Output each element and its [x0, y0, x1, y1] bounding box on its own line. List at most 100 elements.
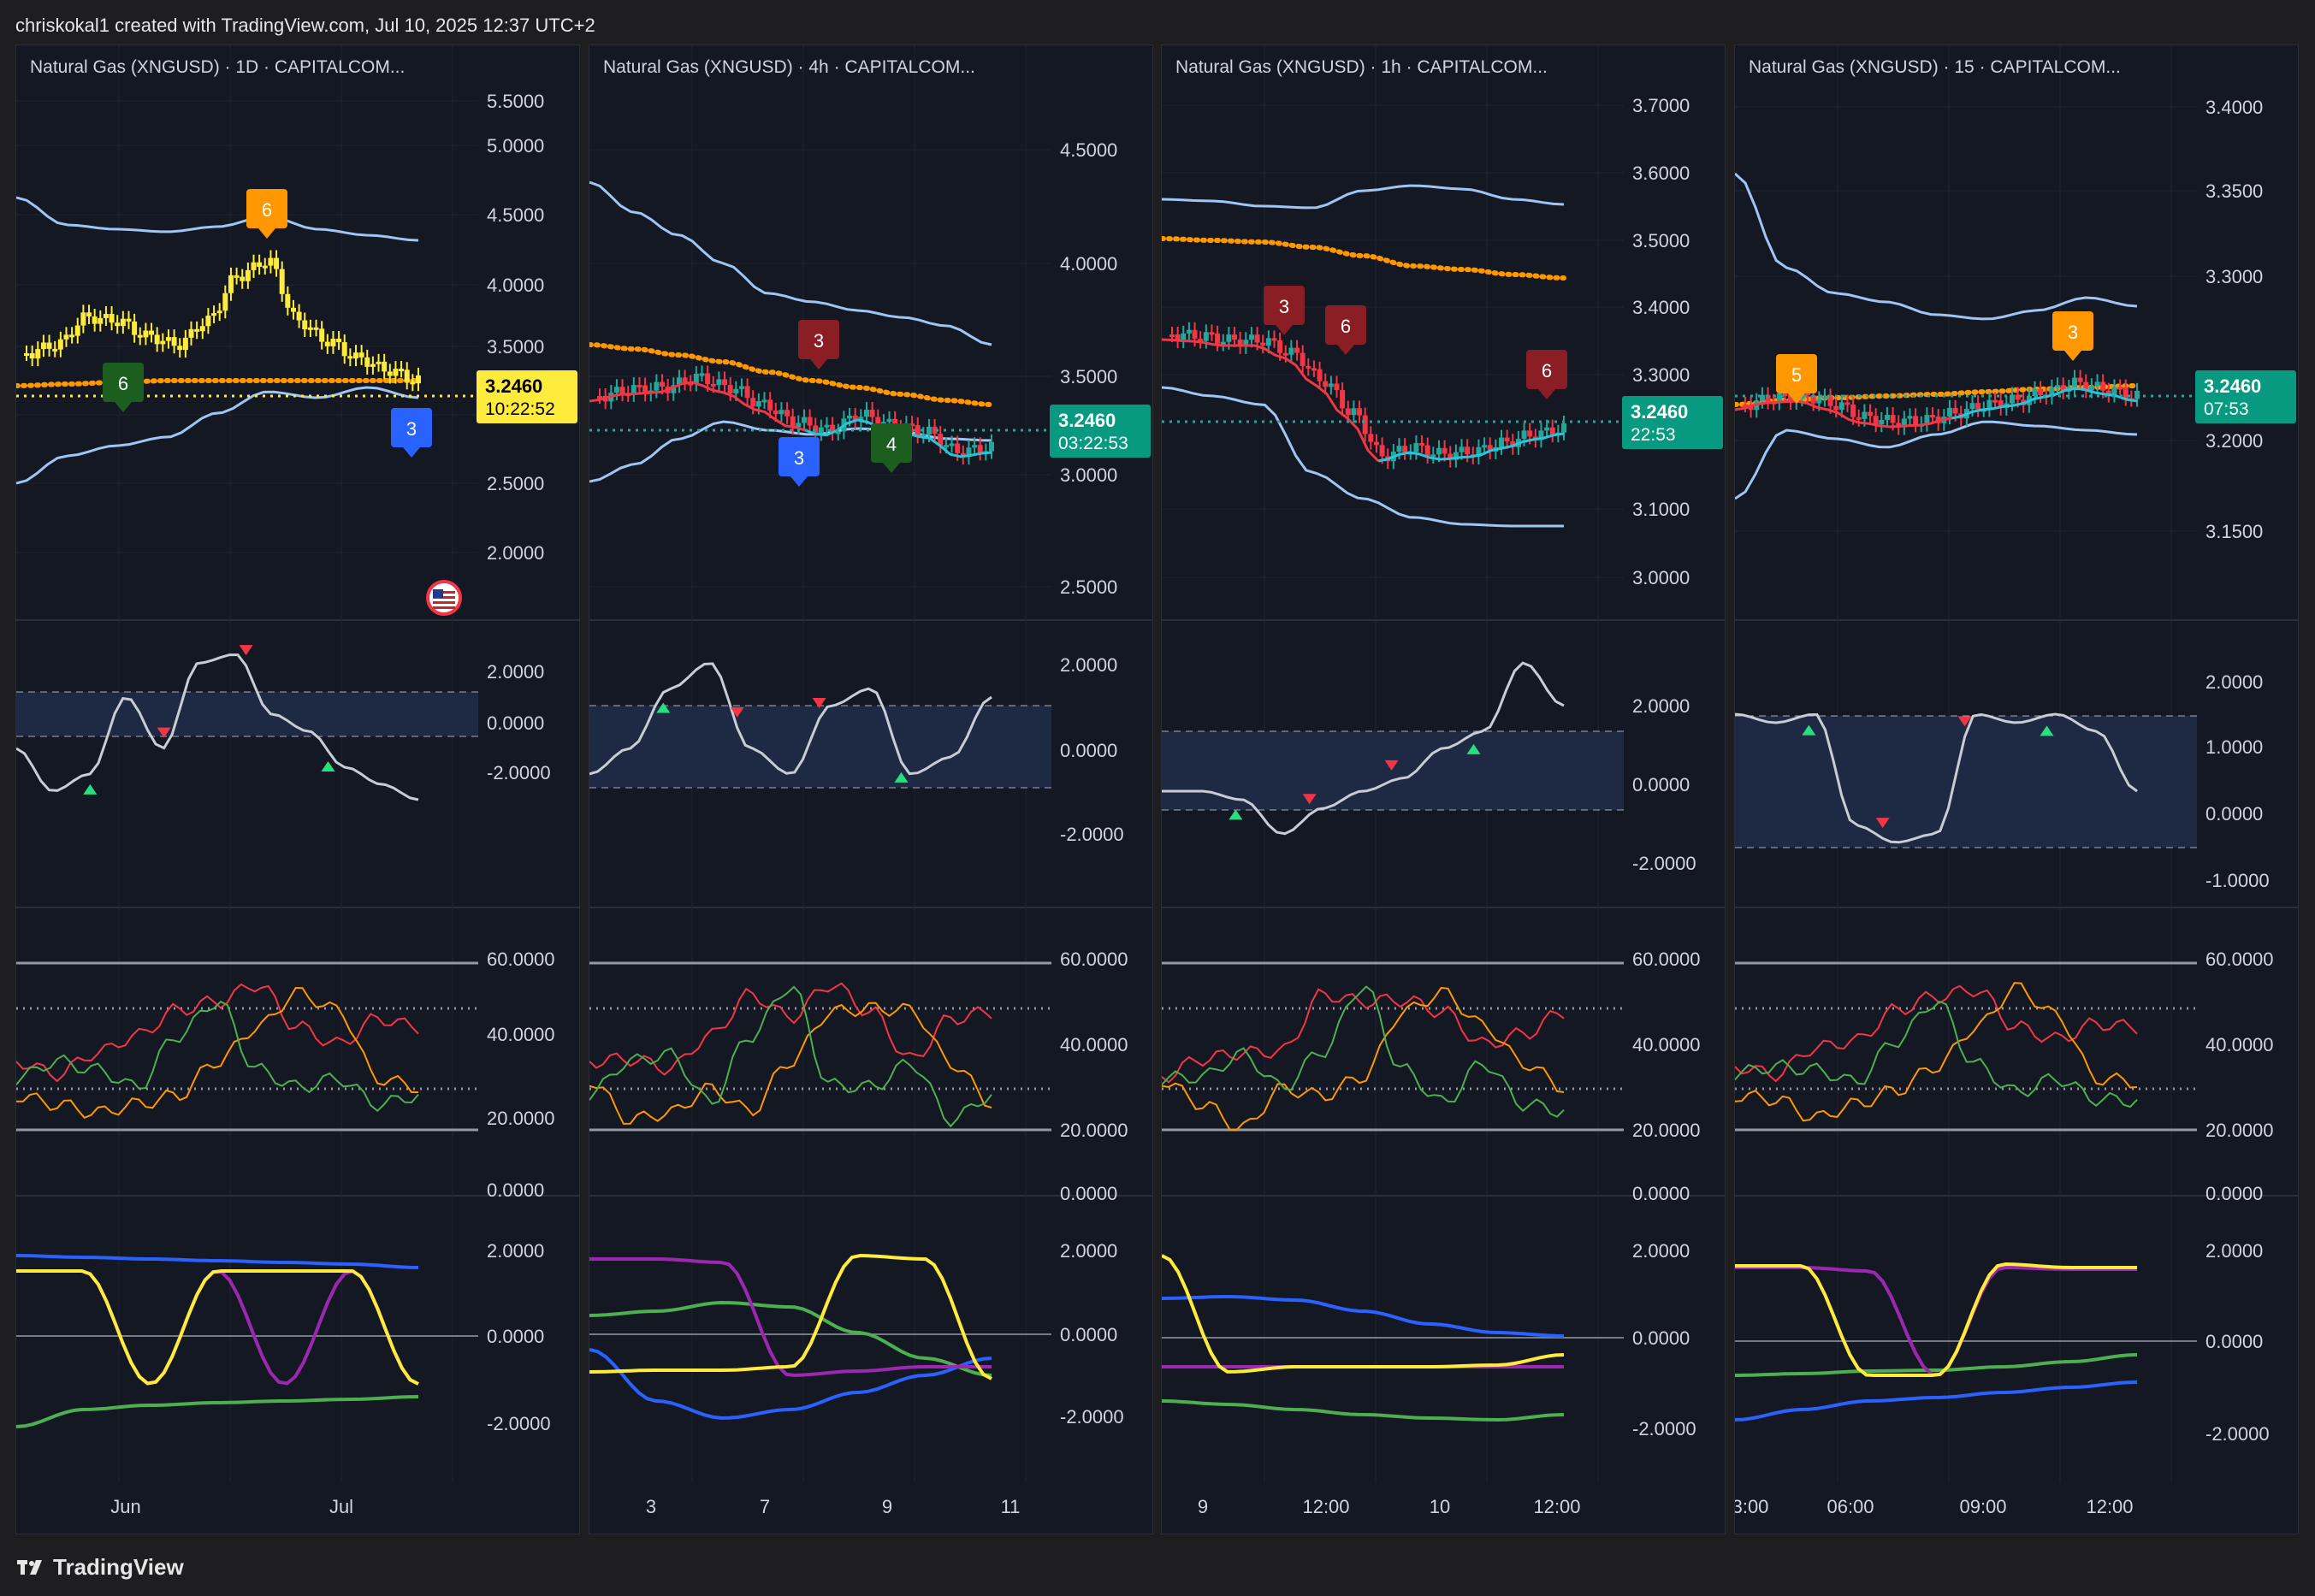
candlestick-series — [24, 250, 421, 392]
trend-line — [16, 1254, 419, 1269]
price-axis-label: 4.5000 — [487, 204, 544, 226]
candle-body — [74, 325, 80, 336]
us-flag-icon[interactable] — [426, 580, 462, 616]
chart-panel-2[interactable]: 4.5000 4.0000 3.5000 3.0000 2.5000 3.2460 03:2… — [589, 44, 1153, 1534]
dmi-pane[interactable]: 60.0000 40.0000 20.0000 0.0000 — [589, 949, 1128, 1204]
price-pane[interactable]: 3.7000 3.6000 3.5000 3.4000 3.3000 3.1000 3.00… — [1162, 95, 1723, 588]
candle-body — [1260, 342, 1266, 346]
chart-panel-4[interactable]: 3.4000 3.3500 3.3000 3.2000 3.1500 3.2460 07:5… — [1734, 44, 2299, 1534]
chart-canvas[interactable]: 4.5000 4.0000 3.5000 3.0000 2.5000 3.2460 03:2… — [589, 45, 1153, 1534]
price-pane[interactable]: 4.5000 4.0000 3.5000 3.0000 2.5000 3.2460 03:2… — [589, 139, 1151, 598]
buy-triangle-icon — [656, 702, 671, 713]
chart-canvas[interactable]: 3.7000 3.6000 3.5000 3.4000 3.3000 3.1000 3.00… — [1162, 45, 1726, 1534]
trend-pane[interactable]: 2.0000 0.0000 -2.0000 — [1162, 1240, 1696, 1439]
tradingview-brand[interactable]: TradingView — [17, 1548, 184, 1586]
candle-body — [46, 342, 52, 349]
signal-marker[interactable]: 6 — [246, 189, 287, 239]
trend-pane[interactable]: 2.0000 0.0000 -2.0000 — [1735, 1240, 2270, 1445]
candle-body — [852, 415, 858, 422]
candle-body — [1896, 423, 1902, 428]
trend-axis-label: 2.0000 — [1060, 1240, 1117, 1262]
oscillator-pane[interactable]: 2.0000 0.0000 -2.0000 — [16, 645, 551, 801]
signal-marker[interactable]: 6 — [1325, 305, 1366, 355]
candle-body — [262, 265, 268, 269]
candle-body — [2105, 390, 2111, 395]
trend-pane[interactable]: 2.0000 0.0000 -2.0000 — [16, 1240, 551, 1434]
trend-line — [1735, 1353, 2138, 1377]
price-pane[interactable]: 5.50005.00004.50004.00003.50003.00002.50… — [16, 91, 577, 616]
panel-symbol-title[interactable]: Natural Gas (XNGUSD) · 15 · CAPITALCOM..… — [1749, 57, 2121, 77]
time-axis[interactable]: 9 12:00 10 12:00 — [1162, 1482, 1726, 1534]
time-axis[interactable]: Jun Jul — [16, 1482, 580, 1534]
candle-body — [1368, 434, 1374, 442]
oscillator-pane[interactable]: 2.0000 1.0000 0.0000 -1.0000 — [1735, 671, 2270, 891]
candle-body — [1816, 399, 1822, 404]
candle-body — [1448, 453, 1454, 460]
dmi-pane[interactable]: 60.0000 40.0000 20.0000 0.0000 — [16, 949, 555, 1201]
candle-body — [1838, 402, 1844, 411]
candle-body — [387, 371, 393, 376]
chart-panel-1[interactable]: 5.50005.00004.50004.00003.50003.00002.50… — [15, 44, 580, 1534]
panel-symbol-title[interactable]: Natural Gas (XNGUSD) · 1D · CAPITALCOM..… — [30, 57, 406, 77]
candle-body — [1181, 333, 1187, 341]
dmi-pane[interactable]: 60.0000 40.0000 20.0000 0.0000 — [1735, 949, 2274, 1204]
price-pane[interactable]: 3.4000 3.3500 3.3000 3.2000 3.1500 3.246007:5… — [1735, 97, 2296, 542]
signal-marker[interactable]: 6 — [103, 363, 144, 412]
candle-body — [2077, 377, 2083, 382]
candle-body — [416, 375, 421, 384]
signal-marker[interactable]: 3 — [391, 408, 432, 458]
signal-marker[interactable]: 6 — [1526, 350, 1567, 399]
candle-body — [57, 339, 63, 350]
dmi-pane[interactable]: 60.0000 40.0000 20.0000 0.0000 — [1162, 949, 1701, 1204]
oscillator-axis-label: 0.0000 — [1632, 774, 1690, 795]
candle-body — [1453, 452, 1459, 460]
signal-marker[interactable]: 3 — [798, 320, 839, 369]
candle-body — [682, 377, 688, 383]
oscillator-axis-label: 0.0000 — [487, 712, 544, 734]
signal-marker[interactable]: 4 — [871, 423, 912, 473]
candle-body — [654, 381, 660, 391]
candle-body — [364, 357, 370, 367]
time-axis[interactable]: 3 7 9 11 — [589, 1482, 1153, 1534]
candle-body — [949, 443, 955, 446]
trend-line — [1735, 1380, 2138, 1422]
candle-body — [222, 293, 228, 311]
time-axis-label: 3:00 — [1735, 1496, 1768, 1517]
signal-marker[interactable]: 3 — [2052, 311, 2093, 361]
candle-body — [779, 410, 784, 415]
candle-body — [755, 400, 761, 407]
oscillator-pane[interactable]: 2.0000 0.0000 -2.0000 — [589, 654, 1124, 845]
signal-marker[interactable]: 3 — [1264, 286, 1305, 335]
panel-symbol-title[interactable]: Natural Gas (XNGUSD) · 1h · CAPITALCOM..… — [1175, 57, 1548, 77]
chart-panel-3[interactable]: 3.7000 3.6000 3.5000 3.4000 3.3000 3.1000 3.00… — [1161, 44, 1726, 1534]
candle-body — [636, 385, 642, 388]
trailing-line-teal — [1377, 432, 1565, 463]
signal-marker-label: 6 — [1341, 316, 1351, 337]
signal-marker-label: 6 — [262, 199, 272, 221]
candle-body — [1527, 430, 1533, 437]
signal-marker[interactable]: 3 — [779, 437, 820, 487]
price-axis-label: 4.5000 — [1060, 139, 1117, 161]
trailing-line-red — [1735, 399, 1952, 429]
oscillator-band — [1735, 716, 2197, 848]
candle-body — [1510, 441, 1516, 447]
candle-body — [989, 441, 994, 452]
candle-body — [1788, 393, 1794, 402]
dmi-axis-label: 40.0000 — [2205, 1034, 2274, 1055]
sell-triangle-icon — [730, 706, 744, 718]
oscillator-pane[interactable]: 2.0000 0.0000 -2.0000 — [1162, 661, 1696, 874]
candle-body — [619, 387, 625, 394]
chart-canvas[interactable]: 5.50005.00004.50004.00003.50003.00002.50… — [16, 45, 580, 1534]
dmi-axis-label: 20.0000 — [487, 1108, 555, 1129]
candle-body — [1969, 403, 1975, 410]
chart-canvas[interactable]: 3.4000 3.3500 3.3000 3.2000 3.1500 3.246007:5… — [1735, 45, 2299, 1534]
time-axis[interactable]: 3:00 06:00 09:00 12:00 — [1735, 1482, 2299, 1534]
panel-symbol-title[interactable]: Natural Gas (XNGUSD) · 4h · CAPITALCOM..… — [603, 57, 975, 77]
buy-triangle-icon — [894, 771, 909, 783]
sell-triangle-icon — [1302, 794, 1317, 805]
signal-marker[interactable]: 5 — [1776, 354, 1817, 404]
dmi-axis-label: 20.0000 — [1632, 1120, 1701, 1141]
buy-triangle-icon — [2040, 725, 2054, 736]
dmi-axis-label: 60.0000 — [487, 949, 555, 970]
